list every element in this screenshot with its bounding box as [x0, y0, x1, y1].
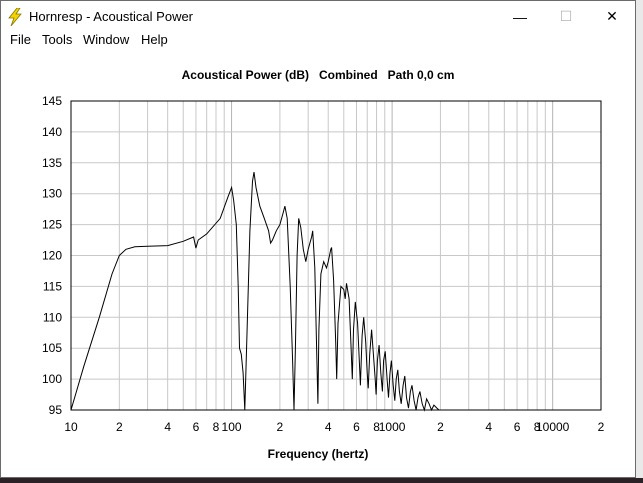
- y-tick-label: 100: [42, 372, 62, 386]
- chart-area: Acoustical Power (dB) Combined Path 0,0 …: [1, 49, 635, 477]
- x-tick-label: 10: [64, 420, 78, 434]
- maximize-icon: ☐: [559, 8, 573, 24]
- y-tick-label: 115: [43, 279, 62, 293]
- y-tick-label: 120: [42, 249, 62, 263]
- y-tick-label: 95: [49, 403, 63, 417]
- background-window-edge: [636, 0, 643, 483]
- y-tick-label: 125: [42, 218, 62, 232]
- x-tick-label: 4: [325, 420, 332, 434]
- app-window: Hornresp - Acoustical Power — ☐ ✕ File T…: [0, 0, 636, 478]
- x-tick-label: 1000: [379, 420, 406, 434]
- close-icon: ✕: [606, 8, 618, 24]
- lightning-bolt-icon: [8, 8, 22, 26]
- grid-lines: [71, 101, 601, 410]
- minimize-icon: —: [513, 8, 527, 25]
- plot-frame: [70, 100, 602, 411]
- x-tick-label: 6: [193, 420, 200, 434]
- y-tick-label: 110: [43, 310, 62, 324]
- y-tick-label: 105: [42, 341, 62, 355]
- close-button[interactable]: ✕: [589, 1, 635, 32]
- y-tick-label: 145: [42, 94, 62, 108]
- menu-help[interactable]: Help: [141, 32, 168, 47]
- x-tick-label: 8: [373, 420, 380, 434]
- chart-title: Acoustical Power (dB) Combined Path 0,0 …: [181, 68, 455, 82]
- x-tick-label: 6: [514, 420, 521, 434]
- y-tick-label: 135: [42, 156, 62, 170]
- x-tick-label: 10000: [536, 420, 570, 434]
- x-tick-label: 2: [437, 420, 444, 434]
- menu-tools[interactable]: Tools: [42, 32, 73, 47]
- x-tick-label: 4: [164, 420, 171, 434]
- y-tick-label: 130: [42, 187, 62, 201]
- title-bar[interactable]: Hornresp - Acoustical Power — ☐ ✕: [1, 1, 635, 32]
- x-tick-label: 8: [213, 420, 220, 434]
- x-tick-label: 2: [277, 420, 284, 434]
- x-tick-label: 2: [598, 420, 605, 434]
- menu-file[interactable]: File: [10, 32, 31, 47]
- x-tick-label: 2: [116, 420, 123, 434]
- y-tick-label: 140: [42, 125, 62, 139]
- x-axis-label: Frequency (hertz): [267, 447, 369, 461]
- window-title: Hornresp - Acoustical Power: [29, 9, 194, 24]
- x-tick-label: 100: [222, 420, 242, 434]
- y-axis-ticks: 95 100 105 110 115 120 125 130 135 140 145: [42, 94, 62, 417]
- x-tick-label: 8: [534, 420, 541, 434]
- menu-bar: File Tools Window Help: [1, 32, 635, 49]
- x-tick-label: 4: [485, 420, 492, 434]
- x-tick-label: 6: [353, 420, 360, 434]
- minimize-button[interactable]: —: [497, 1, 543, 32]
- series-line-acoustical-power: [70, 172, 440, 412]
- menu-window[interactable]: Window: [83, 32, 130, 47]
- maximize-button[interactable]: ☐: [543, 1, 589, 32]
- desktop-taskbar-edge: [0, 478, 643, 483]
